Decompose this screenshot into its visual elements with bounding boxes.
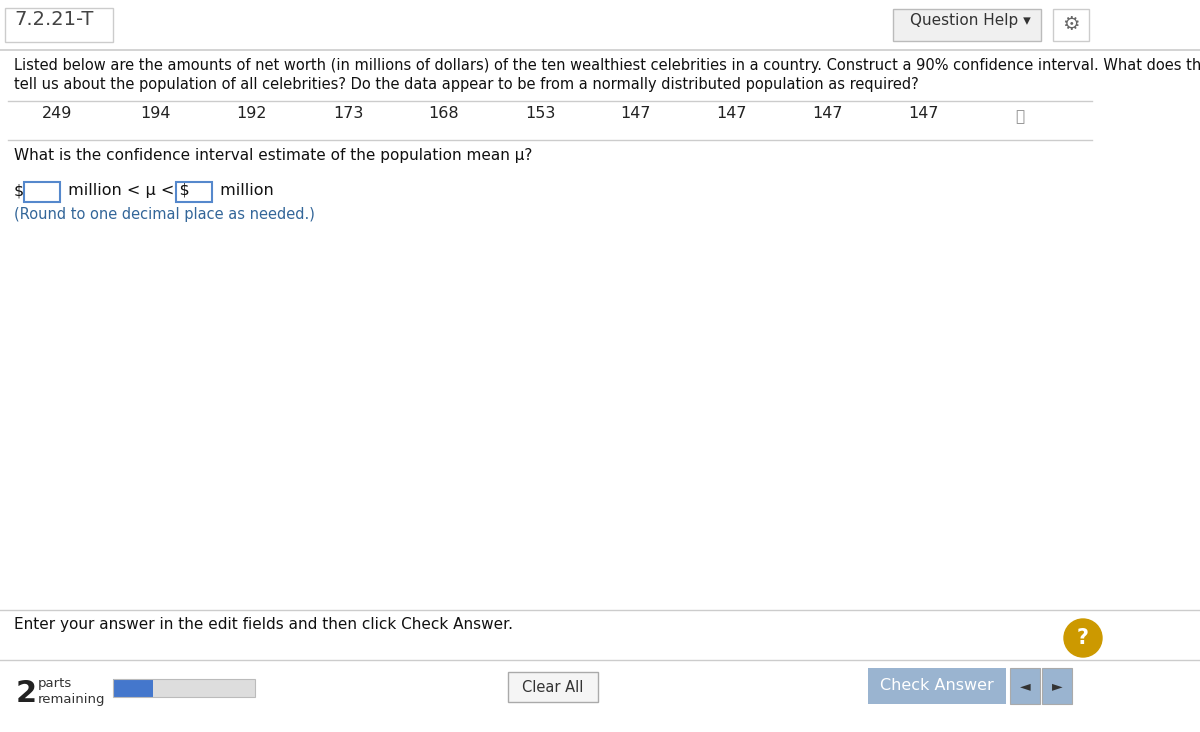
Text: Clear All: Clear All — [522, 679, 583, 695]
Text: 173: 173 — [332, 106, 364, 121]
Text: ►: ► — [1051, 679, 1062, 693]
Text: 168: 168 — [428, 106, 460, 121]
Bar — [0, 0, 1200, 50]
Text: 153: 153 — [524, 106, 556, 121]
Text: ?: ? — [1078, 628, 1090, 648]
Bar — [113, 679, 154, 697]
Text: ⚙: ⚙ — [1062, 15, 1080, 34]
Bar — [1042, 668, 1072, 704]
Bar — [1010, 668, 1040, 704]
Bar — [1054, 9, 1090, 41]
Text: 2: 2 — [16, 679, 37, 708]
Text: remaining: remaining — [38, 693, 106, 706]
Text: 147: 147 — [812, 106, 844, 121]
Bar — [24, 182, 60, 202]
Text: (Round to one decimal place as needed.): (Round to one decimal place as needed.) — [14, 207, 314, 222]
Circle shape — [1064, 619, 1102, 657]
Text: Check Answer: Check Answer — [880, 679, 994, 693]
Bar — [113, 679, 256, 697]
Text: Question Help ▾: Question Help ▾ — [910, 13, 1031, 28]
Text: 249: 249 — [42, 106, 72, 121]
Text: Enter your answer in the edit fields and then click Check Answer.: Enter your answer in the edit fields and… — [14, 617, 514, 632]
Bar — [868, 668, 1006, 704]
Text: What is the confidence interval estimate of the population mean μ?: What is the confidence interval estimate… — [14, 148, 533, 163]
Text: $: $ — [14, 183, 24, 198]
Text: 147: 147 — [620, 106, 652, 121]
Text: ⎙: ⎙ — [1015, 109, 1025, 124]
Text: 147: 147 — [716, 106, 748, 121]
Text: parts: parts — [38, 676, 72, 690]
Bar — [113, 679, 256, 697]
Text: 147: 147 — [907, 106, 938, 121]
Bar — [893, 9, 1042, 41]
Text: million < μ < $: million < μ < $ — [64, 183, 190, 198]
Text: 194: 194 — [139, 106, 170, 121]
Text: ◄: ◄ — [1020, 679, 1031, 693]
Bar — [508, 672, 598, 702]
Text: million: million — [215, 183, 274, 198]
Bar — [176, 182, 212, 202]
Bar — [5, 8, 113, 42]
Text: 192: 192 — [236, 106, 268, 121]
Text: Listed below are the amounts of net worth (in millions of dollars) of the ten we: Listed below are the amounts of net wort… — [14, 58, 1200, 73]
Text: tell us about the population of all celebrities? Do the data appear to be from a: tell us about the population of all cele… — [14, 77, 919, 92]
Text: 7.2.21-T: 7.2.21-T — [14, 10, 94, 29]
